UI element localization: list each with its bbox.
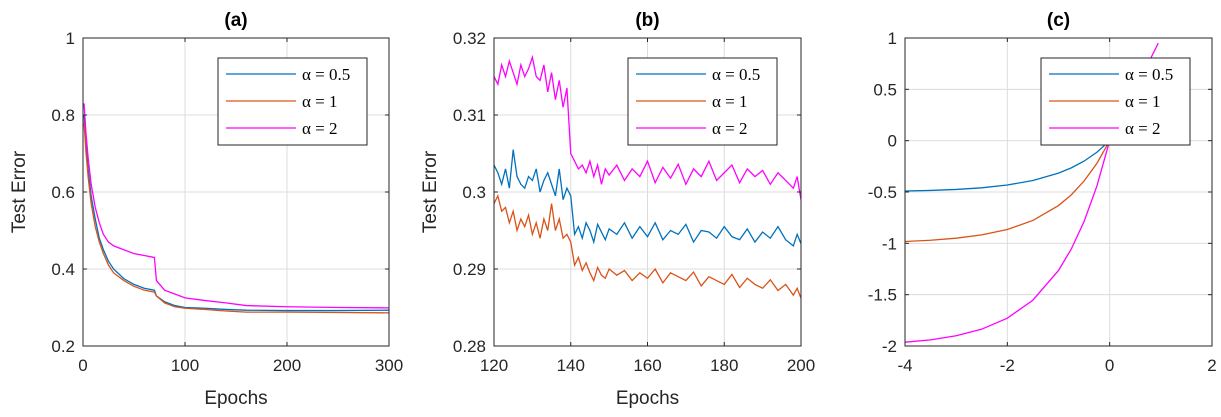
y-tick-label: 0.3 (462, 183, 486, 202)
y-tick-label: -1.5 (868, 286, 897, 305)
legend-label-2: α = 1 (712, 92, 748, 111)
x-axis-label: Epochs (616, 388, 679, 409)
y-tick-label: 1 (888, 29, 897, 48)
series-line-1 (494, 149, 801, 247)
panel-title: (b) (635, 10, 659, 31)
x-axis-label: Epochs (204, 388, 267, 409)
x-tick-label: -4 (897, 356, 912, 375)
y-tick-label: 0.6 (51, 183, 75, 202)
x-tick-label: 140 (557, 356, 585, 375)
y-tick-label: 1 (66, 29, 75, 48)
series-line-2 (905, 140, 1111, 243)
series-line-1 (905, 140, 1111, 192)
legend-label-3: α = 2 (712, 119, 748, 138)
y-tick-label: 0.32 (453, 29, 486, 48)
y-tick-label: 0.8 (51, 106, 75, 125)
legend-label-3: α = 2 (1125, 119, 1161, 138)
x-tick-label: 2 (1207, 356, 1216, 375)
legend: α = 0.5 α = 1 α = 2 (627, 57, 778, 146)
panel-c: -4 -2 0 2-2-1.5-1-0.500.51(c)α = 0.5α = 1α … (868, 10, 1217, 375)
legend-label-2: α = 1 (1125, 92, 1161, 111)
y-tick-label: 0.31 (453, 106, 486, 125)
y-tick-label: 0.4 (51, 260, 75, 279)
series-line-3 (83, 103, 389, 309)
panel-a: 0 100 200 300 0.2 0.4 0.6 0.8 1 (a) Epochs Test Err… (9, 10, 403, 409)
x-tick-label: 200 (787, 356, 815, 375)
y-tick-label: -1 (882, 234, 897, 253)
legend-label-1: α = 0.5 (1125, 65, 1173, 84)
x-tick-label: 200 (273, 356, 301, 375)
y-tick-label: 0.5 (873, 80, 897, 99)
x-tick-label: 180 (710, 356, 738, 375)
panel-title: (c) (1047, 10, 1070, 31)
x-tick-label: 100 (171, 356, 199, 375)
y-tick-label: 0.2 (51, 337, 75, 356)
panel-title: (a) (224, 10, 247, 31)
y-tick-label: -0.5 (868, 183, 897, 202)
y-axis-label: Test Error (420, 150, 441, 233)
x-tick-label: 0 (1105, 356, 1114, 375)
legend: α = 0.5 α = 1 α = 2 (217, 57, 368, 146)
series-line-3 (494, 54, 801, 200)
legend-label-1: α = 0.5 (712, 65, 760, 84)
y-tick-label: -2 (882, 337, 897, 356)
legend-label-2: α = 1 (302, 92, 338, 111)
series-line-2 (83, 122, 389, 314)
panel-b: 120 140 160 180 200 0.28 0.29 0.3 0.31 0.32 (b) Epo… (420, 10, 815, 409)
y-tick-label: 0.29 (453, 260, 486, 279)
legend-label-1: α = 0.5 (302, 65, 350, 84)
series-line-2 (494, 193, 801, 299)
x-tick-label: 0 (78, 356, 87, 375)
legend-label-3: α = 2 (302, 119, 338, 138)
x-tick-label: 160 (633, 356, 661, 375)
legend: α = 0.5 α = 1 α = 2 (1040, 57, 1191, 146)
x-tick-label: 300 (375, 356, 403, 375)
x-tick-label: 120 (480, 356, 508, 375)
x-tick-label: -2 (1000, 356, 1015, 375)
y-tick-label: 0 (888, 132, 897, 151)
y-axis-label: Test Error (9, 150, 30, 233)
series-line-1 (83, 114, 389, 312)
y-tick-label: 0.28 (453, 337, 486, 356)
